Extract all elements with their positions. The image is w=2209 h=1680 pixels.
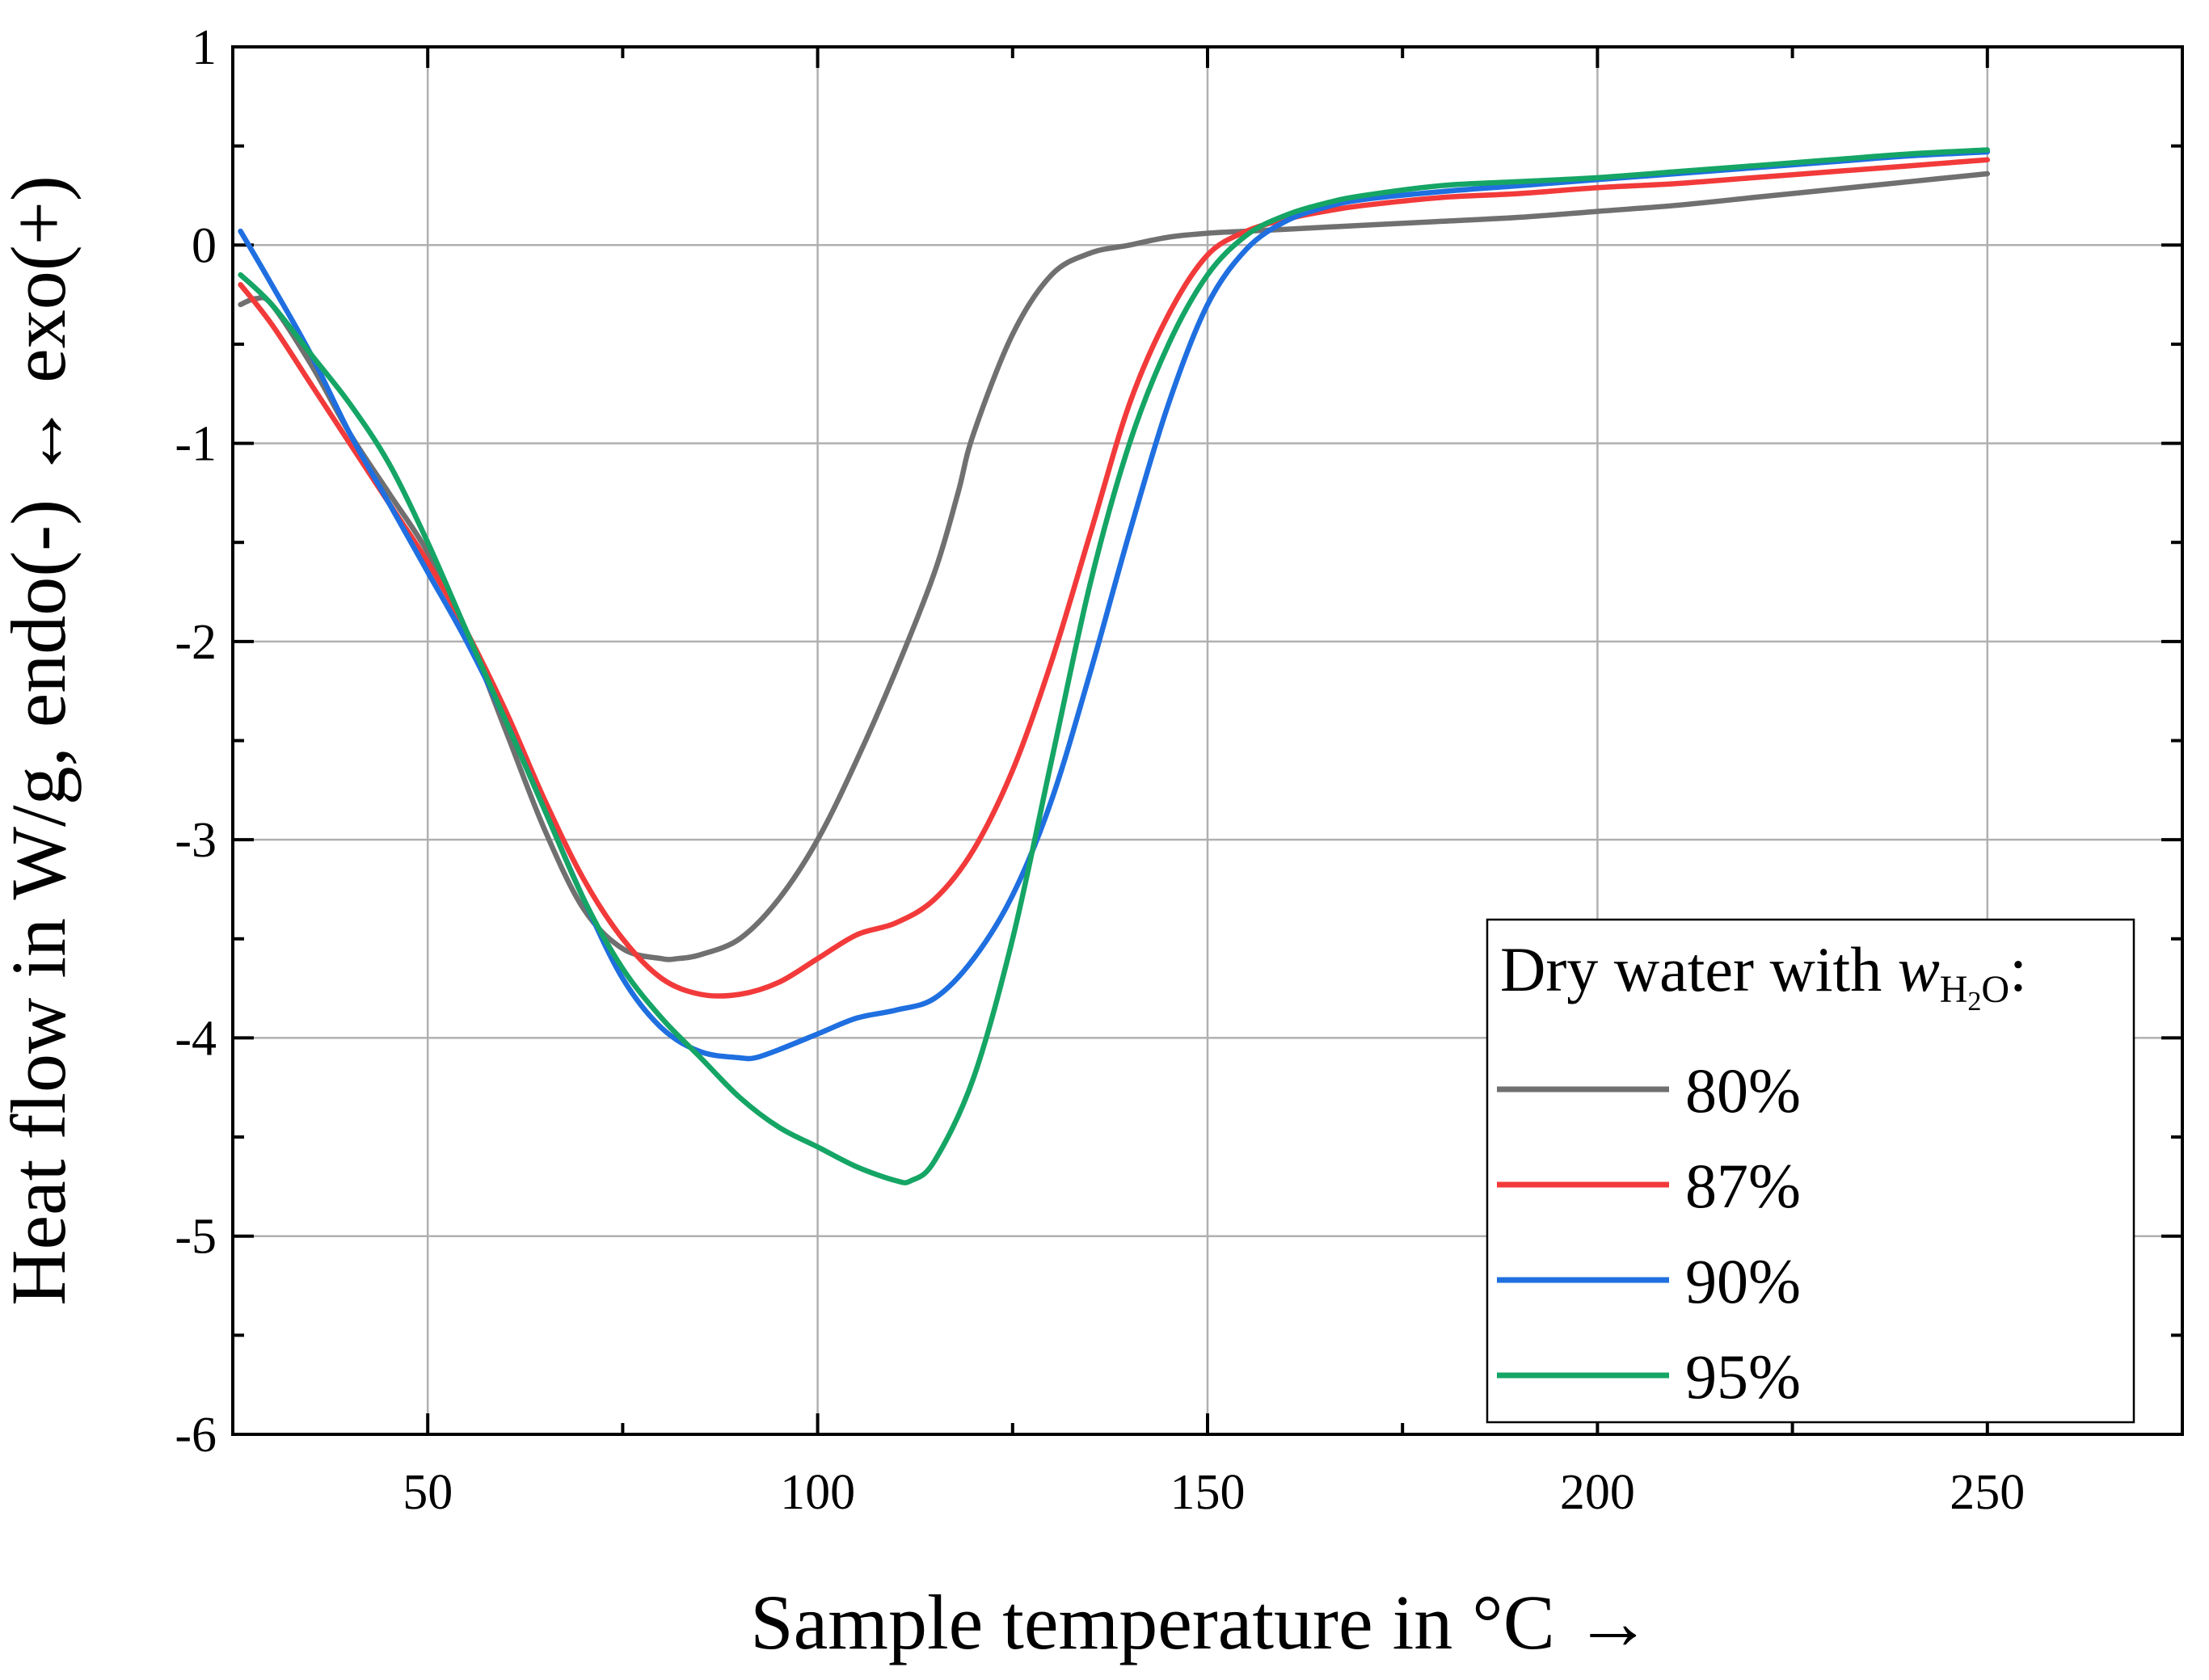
legend-label: 95% (1685, 1341, 1801, 1412)
series-layer (238, 147, 1991, 1185)
y-tick-label: -1 (175, 417, 217, 472)
legend-title-subscript-2: 2 (1967, 987, 1981, 1017)
legend-title: Dry water with wH2O: (1500, 934, 2027, 1017)
x-tick-label: 50 (403, 1465, 453, 1520)
x-axis-title: Sample temperature in °C → (750, 1579, 1651, 1665)
legend-box (1486, 918, 2135, 1424)
series-line-95pct (238, 147, 1991, 1185)
y-tick-label: 0 (192, 218, 217, 273)
y-tick-label: -3 (175, 813, 217, 868)
legend: Dry water with wH2O: 80% 87% 90% 95% (1486, 918, 2135, 1424)
y-tick-label: -6 (175, 1408, 217, 1463)
legend-label: 87% (1685, 1151, 1801, 1221)
y-tick-label: -2 (175, 615, 217, 670)
legend-title-subscript-o: O (1981, 968, 2009, 1011)
axis-ticks: 50 100 150 200 250 1 0 -1 -2 -3 -4 -5 -6 (175, 20, 2184, 1520)
legend-items: 80% 87% 90% 95% (1497, 1055, 1801, 1412)
x-tick-label: 100 (780, 1465, 855, 1520)
legend-title-subscript-h: H (1940, 968, 1968, 1011)
series-line-90pct (238, 149, 1991, 1062)
x-tick-label: 200 (1560, 1465, 1635, 1520)
y-axis-title: Heat flow in W/g, endo(-) ↔ exo(+) (0, 175, 82, 1306)
y-tick-label: -5 (175, 1210, 217, 1265)
x-tick-label: 250 (1950, 1465, 2025, 1520)
legend-title-suffix: : (2009, 934, 2027, 1004)
x-tick-label: 150 (1170, 1465, 1246, 1520)
legend-label: 90% (1685, 1246, 1801, 1316)
legend-title-variable: w (1898, 934, 1940, 1004)
legend-title-prefix: Dry water with (1500, 934, 1898, 1004)
legend-label: 80% (1685, 1055, 1801, 1126)
y-tick-label: -4 (175, 1011, 217, 1066)
y-tick-label: 1 (192, 20, 217, 75)
